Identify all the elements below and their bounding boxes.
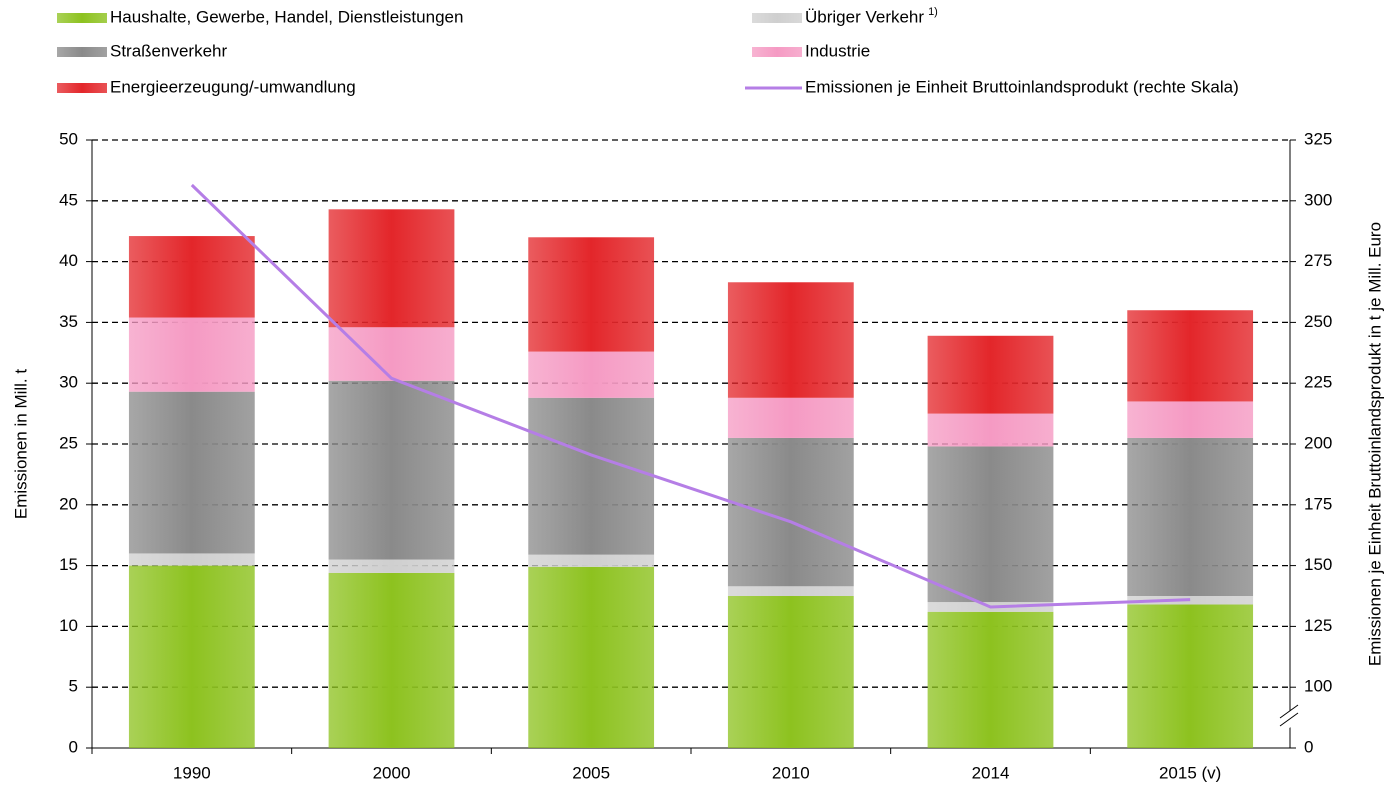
- legend-swatch: [57, 13, 107, 23]
- axis-break-mark: [1279, 712, 1299, 727]
- bar-segment: [128, 317, 255, 392]
- bar-segment: [727, 596, 854, 748]
- bar-segment: [328, 380, 455, 560]
- legend-swatch: [752, 47, 802, 57]
- y2-tick-label: 200: [1304, 433, 1332, 452]
- bar-segment: [1127, 437, 1254, 596]
- bar-segment: [927, 413, 1054, 447]
- legend-label: Straßenverkehr: [110, 41, 227, 60]
- y-tick-label: 0: [69, 737, 78, 756]
- y2-tick-label: 125: [1304, 616, 1332, 635]
- bar-segment: [328, 572, 455, 748]
- y-tick-label: 5: [69, 677, 78, 696]
- bar-segment: [1127, 310, 1254, 402]
- y-tick-label: 35: [59, 312, 78, 331]
- x-tick-label: 2014: [972, 763, 1010, 782]
- bar-segment: [1127, 604, 1254, 748]
- bar-segment: [328, 209, 455, 328]
- bar-segment: [328, 559, 455, 573]
- y-tick-label: 50: [59, 129, 78, 148]
- legend-label: Energieerzeugung/-umwandlung: [110, 77, 356, 96]
- y2-tick-label: 150: [1304, 555, 1332, 574]
- y2-tick-label: 225: [1304, 373, 1332, 392]
- y-axis-title: Emissionen in Mill. t: [11, 369, 30, 519]
- bar-segment: [128, 565, 255, 748]
- bar-segment: [528, 554, 655, 567]
- bar-segment: [927, 611, 1054, 748]
- bar-segment: [528, 397, 655, 555]
- x-tick-label: 1990: [173, 763, 211, 782]
- bar-segment: [528, 566, 655, 748]
- line-series: [190, 183, 1191, 609]
- legend-label: Übriger Verkehr: [805, 7, 924, 26]
- legend-label: Haushalte, Gewerbe, Handel, Dienstleistu…: [110, 7, 463, 26]
- bar-segment: [727, 437, 854, 587]
- y-tick-label: 20: [59, 494, 78, 513]
- legend-footnote: 1): [928, 6, 938, 18]
- y-tick-label: 25: [59, 433, 78, 452]
- y2-tick-label: 300: [1304, 190, 1332, 209]
- bar-segment: [528, 351, 655, 398]
- y-tick-label: 15: [59, 555, 78, 574]
- bar-segment: [927, 335, 1054, 414]
- x-tick-label: 2005: [572, 763, 610, 782]
- y2-tick-label: 275: [1304, 251, 1332, 270]
- bar-segment: [927, 446, 1054, 603]
- y-tick-label: 40: [59, 251, 78, 270]
- x-tick-label: 2000: [373, 763, 411, 782]
- y2-axis-title: Emissionen je Einheit Bruttoinlandsprodu…: [1365, 222, 1384, 666]
- legend-label: Emissionen je Einheit Bruttoinlandsprodu…: [805, 77, 1239, 96]
- y2-tick-label: 325: [1304, 129, 1332, 148]
- bar-segment: [128, 236, 255, 318]
- bar-segment: [727, 586, 854, 596]
- y2-tick-label: 0: [1304, 737, 1313, 756]
- y2-tick-label: 100: [1304, 677, 1332, 696]
- bar-segment: [727, 282, 854, 398]
- bar-segment: [727, 397, 854, 438]
- y-tick-label: 45: [59, 190, 78, 209]
- y-tick-label: 10: [59, 616, 78, 635]
- bar-segment: [528, 237, 655, 352]
- y2-tick-label: 250: [1304, 312, 1332, 331]
- legend-label: Industrie: [805, 41, 870, 60]
- bar-segment: [1127, 401, 1254, 438]
- legend-swatch: [57, 47, 107, 57]
- x-tick-label: 2010: [772, 763, 810, 782]
- y2-tick-label: 175: [1304, 494, 1332, 513]
- axis-break-mark: [1279, 704, 1299, 719]
- bar-segment: [128, 553, 255, 566]
- legend-swatch: [752, 13, 802, 23]
- x-tick-label: 2015 (v): [1159, 763, 1221, 782]
- y-tick-label: 30: [59, 373, 78, 392]
- legend-swatch: [57, 83, 107, 93]
- bar-segment: [128, 391, 255, 554]
